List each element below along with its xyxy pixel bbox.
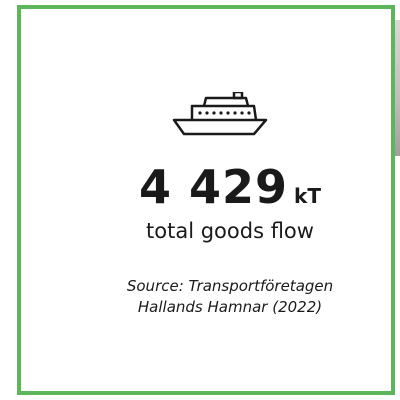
stat-unit: kT [294,184,321,208]
source: Source: Transportföretagen Hallands Hamn… [0,276,400,318]
source-line: Hallands Hamnar (2022) [0,297,400,318]
ship-icon [170,92,290,138]
page: 4 429kT total goods flow Source: Transpo… [0,0,400,400]
stat-value: 4 429 [139,160,288,214]
stat-label: total goods flow [0,219,400,243]
source-line: Source: Transportföretagen [0,276,400,297]
